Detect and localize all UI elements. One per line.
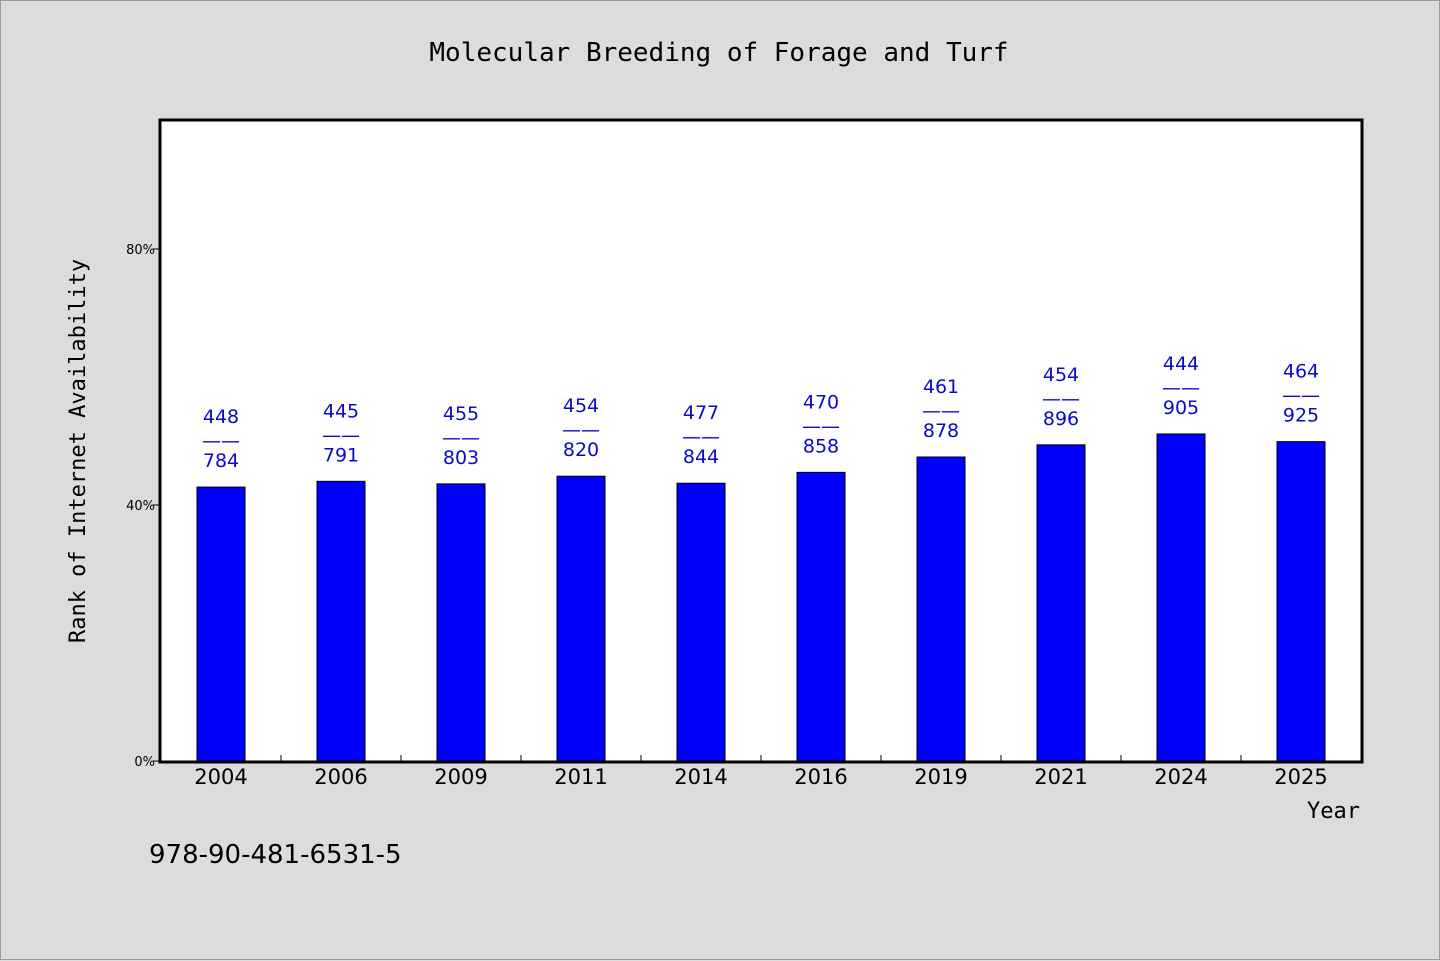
x-tick-label: 2016: [794, 765, 847, 789]
data-label-bottom: 791: [323, 444, 359, 466]
y-axis-title: Rank of Internet Availability: [66, 259, 91, 643]
bar-2025: [1276, 441, 1326, 762]
bar-2004: [196, 486, 246, 762]
x-tick-label: 2014: [674, 765, 727, 789]
data-label-separator: ——: [922, 400, 960, 422]
x-tick-label: 2019: [914, 765, 967, 789]
data-label-bottom: 905: [1163, 397, 1199, 419]
data-label-bottom: 803: [443, 447, 479, 469]
bar-2014: [676, 482, 726, 762]
data-label-separator: ——: [1162, 377, 1200, 399]
data-label-top: 454: [1043, 364, 1079, 386]
bar-2024: [1156, 433, 1206, 762]
bar-2009: [436, 483, 486, 762]
data-label-separator: ——: [322, 424, 360, 446]
data-label-top: 448: [203, 406, 239, 428]
y-tick-label: 0%: [134, 755, 155, 770]
data-label-separator: ——: [442, 427, 480, 449]
data-label-top: 445: [323, 400, 359, 422]
data-label-top: 464: [1283, 361, 1319, 383]
x-tick-label: 2011: [554, 765, 607, 789]
bar-2019: [916, 456, 966, 762]
x-tick-label: 2004: [194, 765, 247, 789]
data-label-top: 461: [923, 376, 959, 398]
bar-2016: [796, 471, 846, 762]
data-label-bottom: 784: [203, 450, 239, 472]
data-label-top: 454: [563, 395, 599, 417]
data-label-top: 477: [683, 402, 719, 424]
y-tick-label: 40%: [126, 499, 155, 514]
x-axis: 2004 2006 2009 2011 2014 2016 2019 2021 2024 2025: [194, 755, 1328, 789]
x-tick-label: 2006: [314, 765, 367, 789]
data-label-bottom: 820: [563, 439, 599, 461]
x-axis-title: Year: [1307, 799, 1360, 824]
footer-code: 978-90-481-6531-5: [149, 840, 402, 870]
bar-2011: [556, 475, 606, 762]
y-tick-label: 80%: [126, 243, 155, 258]
data-label-separator: ——: [802, 415, 840, 437]
bar-2021: [1036, 444, 1086, 762]
chart-title: Molecular Breeding of Forage and Turf: [429, 38, 1008, 68]
data-label-separator: ——: [562, 419, 600, 441]
data-label-bottom: 925: [1283, 405, 1319, 427]
data-label-separator: ——: [202, 430, 240, 452]
data-label-bottom: 878: [923, 420, 959, 442]
data-label-top: 470: [803, 391, 839, 413]
data-label-separator: ——: [682, 426, 720, 448]
data-label-top: 444: [1163, 353, 1199, 375]
data-label-bottom: 858: [803, 435, 839, 457]
bars-group: [196, 433, 1326, 762]
data-label-bottom: 844: [683, 446, 719, 468]
x-tick-label: 2025: [1274, 765, 1327, 789]
x-tick-label: 2009: [434, 765, 487, 789]
data-label-separator: ——: [1042, 388, 1080, 410]
data-label-bottom: 896: [1043, 408, 1079, 430]
bar-2006: [316, 480, 366, 762]
data-labels-group: 784——448791——445803——455820——454844——477…: [202, 353, 1320, 472]
y-axis: 0% 40% 80%: [126, 243, 161, 770]
data-label-top: 455: [443, 403, 479, 425]
data-label-separator: ——: [1282, 385, 1320, 407]
x-tick-label: 2024: [1154, 765, 1207, 789]
x-tick-label: 2021: [1034, 765, 1087, 789]
